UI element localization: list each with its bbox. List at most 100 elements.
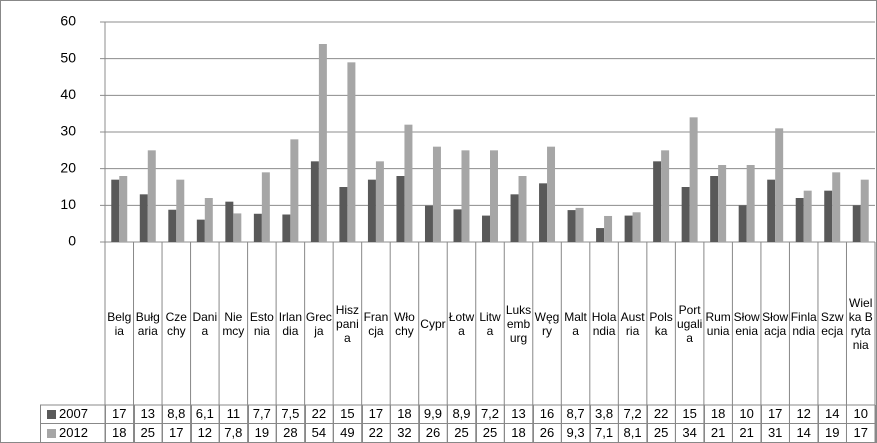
x-tick-label: Luksemburg <box>505 302 532 345</box>
x-tick-label: Polska <box>649 309 673 338</box>
data-label: 18 <box>703 405 734 424</box>
bar <box>710 176 719 242</box>
data-label: 18 <box>504 424 534 443</box>
x-tick-label: Belgia <box>107 309 132 338</box>
data-label: 21 <box>732 424 762 443</box>
bar <box>367 179 376 242</box>
data-label: 11 <box>219 405 249 424</box>
bar <box>539 183 548 242</box>
bar <box>261 172 270 242</box>
data-label: 17 <box>162 424 192 443</box>
data-label: 21 <box>703 424 734 443</box>
bar <box>453 209 462 242</box>
x-tick-label: Bułgaria <box>135 309 160 338</box>
bar <box>832 172 841 242</box>
data-label: 8,7 <box>561 405 591 424</box>
bar <box>339 187 348 242</box>
data-label: 10 <box>846 405 876 424</box>
data-label: 18 <box>105 424 135 443</box>
data-label: 31 <box>760 424 791 443</box>
bar <box>111 179 120 242</box>
bar <box>518 176 527 242</box>
x-tick-label: Portugalia <box>676 302 703 345</box>
bar <box>310 161 319 242</box>
x-tick-label: Hiszpania <box>335 302 360 345</box>
bar <box>653 161 662 242</box>
bar <box>596 228 605 242</box>
data-label: 7,8 <box>219 424 249 443</box>
bar <box>746 165 755 242</box>
bar <box>196 219 205 242</box>
data-label: 3,8 <box>589 405 620 424</box>
bar <box>775 128 784 242</box>
data-label: 12 <box>190 424 221 443</box>
data-label: 28 <box>276 424 306 443</box>
x-tick-label: Cypr <box>420 316 446 331</box>
data-label: 8,9 <box>447 405 477 424</box>
data-label: 13 <box>133 405 164 424</box>
data-label: 14 <box>789 424 819 443</box>
bar <box>510 194 519 242</box>
bar <box>404 124 413 242</box>
x-tick-label: Holandia <box>591 309 617 338</box>
x-tick-label: Czechy <box>165 309 187 338</box>
data-label: 26 <box>418 424 449 443</box>
bar <box>168 209 177 242</box>
x-tick-label: Niemcy <box>222 309 245 338</box>
x-tick-label: Litwa <box>479 309 501 338</box>
x-tick-label: Francja <box>363 309 389 338</box>
bar <box>176 179 185 242</box>
y-tick-label: 10 <box>60 196 76 212</box>
bar <box>567 210 576 242</box>
data-label: 32 <box>390 424 420 443</box>
bar <box>375 161 384 242</box>
bar <box>604 215 613 242</box>
data-label: 14 <box>817 405 848 424</box>
data-label: 7,5 <box>276 405 306 424</box>
bar <box>147 150 156 242</box>
bar <box>575 207 584 242</box>
data-label: 7,2 <box>475 405 506 424</box>
data-label: 25 <box>646 424 677 443</box>
x-tick-label: Wielka Brytania <box>848 295 873 352</box>
data-label: 17 <box>760 405 791 424</box>
data-label: 9,3 <box>561 424 591 443</box>
data-label: 22 <box>646 405 677 424</box>
x-tick-label: Estonia <box>249 309 274 338</box>
x-tick-label: Grecja <box>305 309 332 338</box>
bar <box>490 150 498 242</box>
y-tick-label: 40 <box>60 86 76 102</box>
bar <box>396 176 405 242</box>
x-tick-label: Irlandia <box>278 309 303 338</box>
bar <box>547 146 556 242</box>
bar <box>738 205 747 242</box>
data-label: 19 <box>817 424 848 443</box>
data-label: 15 <box>675 405 705 424</box>
data-label: 26 <box>532 424 563 443</box>
legend-label: 2012 <box>59 425 88 440</box>
y-tick-label: 0 <box>68 233 76 249</box>
x-tick-label: Włochy <box>394 309 415 338</box>
bar <box>824 190 833 242</box>
data-label: 7,7 <box>247 405 278 424</box>
data-label: 34 <box>675 424 705 443</box>
data-label: 25 <box>133 424 164 443</box>
data-label: 22 <box>361 424 392 443</box>
y-tick-label: 30 <box>60 123 76 139</box>
bar <box>225 201 234 242</box>
bar <box>681 187 690 242</box>
data-label: 49 <box>333 424 363 443</box>
x-tick-label: Słowenia <box>733 309 760 338</box>
data-label: 22 <box>304 405 335 424</box>
bar <box>718 165 727 242</box>
x-tick-label: Łotwa <box>448 309 475 338</box>
bar <box>233 213 242 242</box>
bar <box>482 215 490 242</box>
bar <box>119 176 128 242</box>
bar <box>253 213 262 242</box>
bar <box>432 146 441 242</box>
data-label: 16 <box>532 405 563 424</box>
data-label: 8,8 <box>162 405 192 424</box>
bar <box>795 198 804 242</box>
